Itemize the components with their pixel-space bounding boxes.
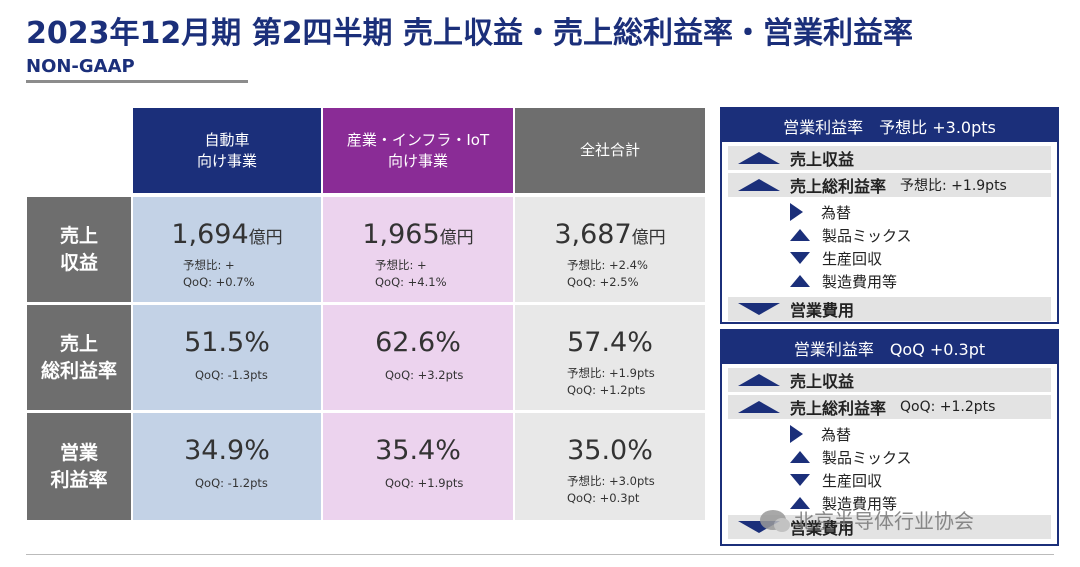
factor-fx: 為替 (786, 202, 851, 222)
arrow-up-icon (738, 401, 780, 413)
unit: 億円 (248, 228, 283, 248)
panel-title: 営業利益率 QoQ +0.3pt (722, 331, 1057, 364)
panel-title: 営業利益率 予想比 +3.0pts (722, 109, 1057, 142)
row-header-revenue: 売上 収益 (27, 197, 131, 302)
cell-operating-margin-total: 35.0% 予想比: +3.0pts QoQ: +0.3pt (515, 413, 705, 520)
cell-revenue-automotive: 1,694億円 予想比: + QoQ: +0.7% (133, 197, 321, 302)
factor-label: 製造費用等 (822, 272, 898, 291)
factor-production-recovery: 生産回収 (790, 248, 882, 268)
cell-revenue-total: 3,687億円 予想比: +2.4% QoQ: +2.5% (515, 197, 705, 302)
column-header-total: 全社合計 (515, 108, 705, 193)
cell-note: 予想比: +1.9pts QoQ: +1.2pts (567, 366, 655, 397)
cell-revenue-industrial: 1,965億円 予想比: + QoQ: +4.1% (323, 197, 513, 302)
factor-label: 製品ミックス (822, 448, 912, 467)
gross-margin-label: 売上総利益率 (790, 177, 887, 196)
arrow-up-icon (738, 179, 780, 191)
cell-operating-margin-industrial: 35.4% QoQ: +1.9pts (323, 413, 513, 520)
factor-manufacturing-cost: 製造費用等 (790, 493, 897, 513)
gross-margin-value: 予想比: +1.9pts (900, 178, 1007, 194)
value: 1,694 (171, 219, 249, 250)
arrow-right-icon (790, 203, 803, 221)
watermark: 北京半导体行业协会 (760, 505, 974, 534)
factor-fx: 為替 (786, 424, 851, 444)
factor-label: 為替 (821, 425, 852, 444)
cell-note: 予想比: +3.0pts QoQ: +0.3pt (567, 474, 655, 505)
factor-label: 製造費用等 (822, 494, 898, 513)
revenue-band: 売上収益 (728, 146, 1051, 170)
factor-label: 生産回収 (822, 249, 883, 268)
cell-note: 予想比: +2.4% QoQ: +2.5% (567, 258, 648, 289)
opex-band: 営業費用 (728, 297, 1051, 321)
cell-gross-margin-industrial: 62.6% QoQ: +3.2pts (323, 305, 513, 410)
column-header-automotive: 自動車 向け事業 (133, 108, 321, 193)
page-title: 2023年12月期 第2四半期 売上収益・売上総利益率・営業利益率 (26, 16, 914, 51)
unit: 億円 (631, 228, 666, 248)
arrow-right-icon (790, 425, 803, 443)
arrow-up-icon (738, 374, 780, 386)
value: 35.0% (567, 435, 653, 466)
factor-production-recovery: 生産回収 (790, 470, 882, 490)
arrow-down-icon (790, 252, 810, 264)
arrow-down-icon (738, 303, 780, 315)
watermark-text: 北京半导体行业协会 (794, 509, 974, 533)
gross-margin-value: QoQ: +1.2pts (900, 399, 996, 415)
gross-margin-band: 売上総利益率 QoQ: +1.2pts (728, 395, 1051, 419)
value: 3,687 (554, 219, 632, 250)
cell-note: QoQ: -1.2pts (195, 476, 268, 490)
wechat-icon (760, 509, 790, 532)
gross-margin-label: 売上総利益率 (790, 399, 887, 418)
factor-product-mix: 製品ミックス (790, 447, 912, 467)
cell-gross-margin-total: 57.4% 予想比: +1.9pts QoQ: +1.2pts (515, 305, 705, 410)
arrow-up-icon (790, 497, 810, 509)
cell-note: QoQ: -1.3pts (195, 368, 268, 382)
factor-label: 製品ミックス (822, 226, 912, 245)
cell-note: 予想比: + QoQ: +4.1% (375, 258, 447, 289)
arrow-up-icon (790, 275, 810, 287)
factor-label: 生産回収 (822, 471, 883, 490)
panel-qoq-comparison: 営業利益率 QoQ +0.3pt 売上収益 売上総利益率 QoQ: +1.2pt… (720, 329, 1059, 546)
factor-label: 為替 (821, 203, 852, 222)
value: 57.4% (567, 327, 653, 358)
value: 62.6% (375, 327, 461, 358)
column-header-industrial: 産業・インフラ・IoT 向け事業 (323, 108, 513, 193)
gross-margin-band: 売上総利益率 予想比: +1.9pts (728, 173, 1051, 197)
value: 1,965 (362, 219, 440, 250)
unit: 億円 (439, 228, 474, 248)
value: 34.9% (184, 435, 270, 466)
cell-note: 予想比: + QoQ: +0.7% (183, 258, 255, 289)
row-header-gross-margin: 売上 総利益率 (27, 305, 131, 410)
cell-note: QoQ: +3.2pts (385, 368, 464, 382)
revenue-label: 売上収益 (790, 372, 855, 391)
arrow-up-icon (738, 152, 780, 164)
opex-label: 営業費用 (790, 301, 855, 320)
value: 35.4% (375, 435, 461, 466)
arrow-down-icon (790, 474, 810, 486)
arrow-up-icon (790, 229, 810, 241)
factor-manufacturing-cost: 製造費用等 (790, 271, 897, 291)
cell-operating-margin-automotive: 34.9% QoQ: -1.2pts (133, 413, 321, 520)
subtitle-underline (26, 80, 248, 83)
arrow-up-icon (790, 451, 810, 463)
revenue-band: 売上収益 (728, 368, 1051, 392)
cell-gross-margin-automotive: 51.5% QoQ: -1.3pts (133, 305, 321, 410)
page-subtitle: NON-GAAP (26, 56, 135, 77)
factor-product-mix: 製品ミックス (790, 225, 912, 245)
row-header-operating-margin: 営業 利益率 (27, 413, 131, 520)
value: 51.5% (184, 327, 270, 358)
cell-note: QoQ: +1.9pts (385, 476, 464, 490)
footer-divider (26, 554, 1054, 555)
revenue-label: 売上収益 (790, 150, 855, 169)
opex-label: 営業費用 (790, 519, 855, 538)
panel-forecast-comparison: 営業利益率 予想比 +3.0pts 売上収益 売上総利益率 予想比: +1.9p… (720, 107, 1059, 324)
